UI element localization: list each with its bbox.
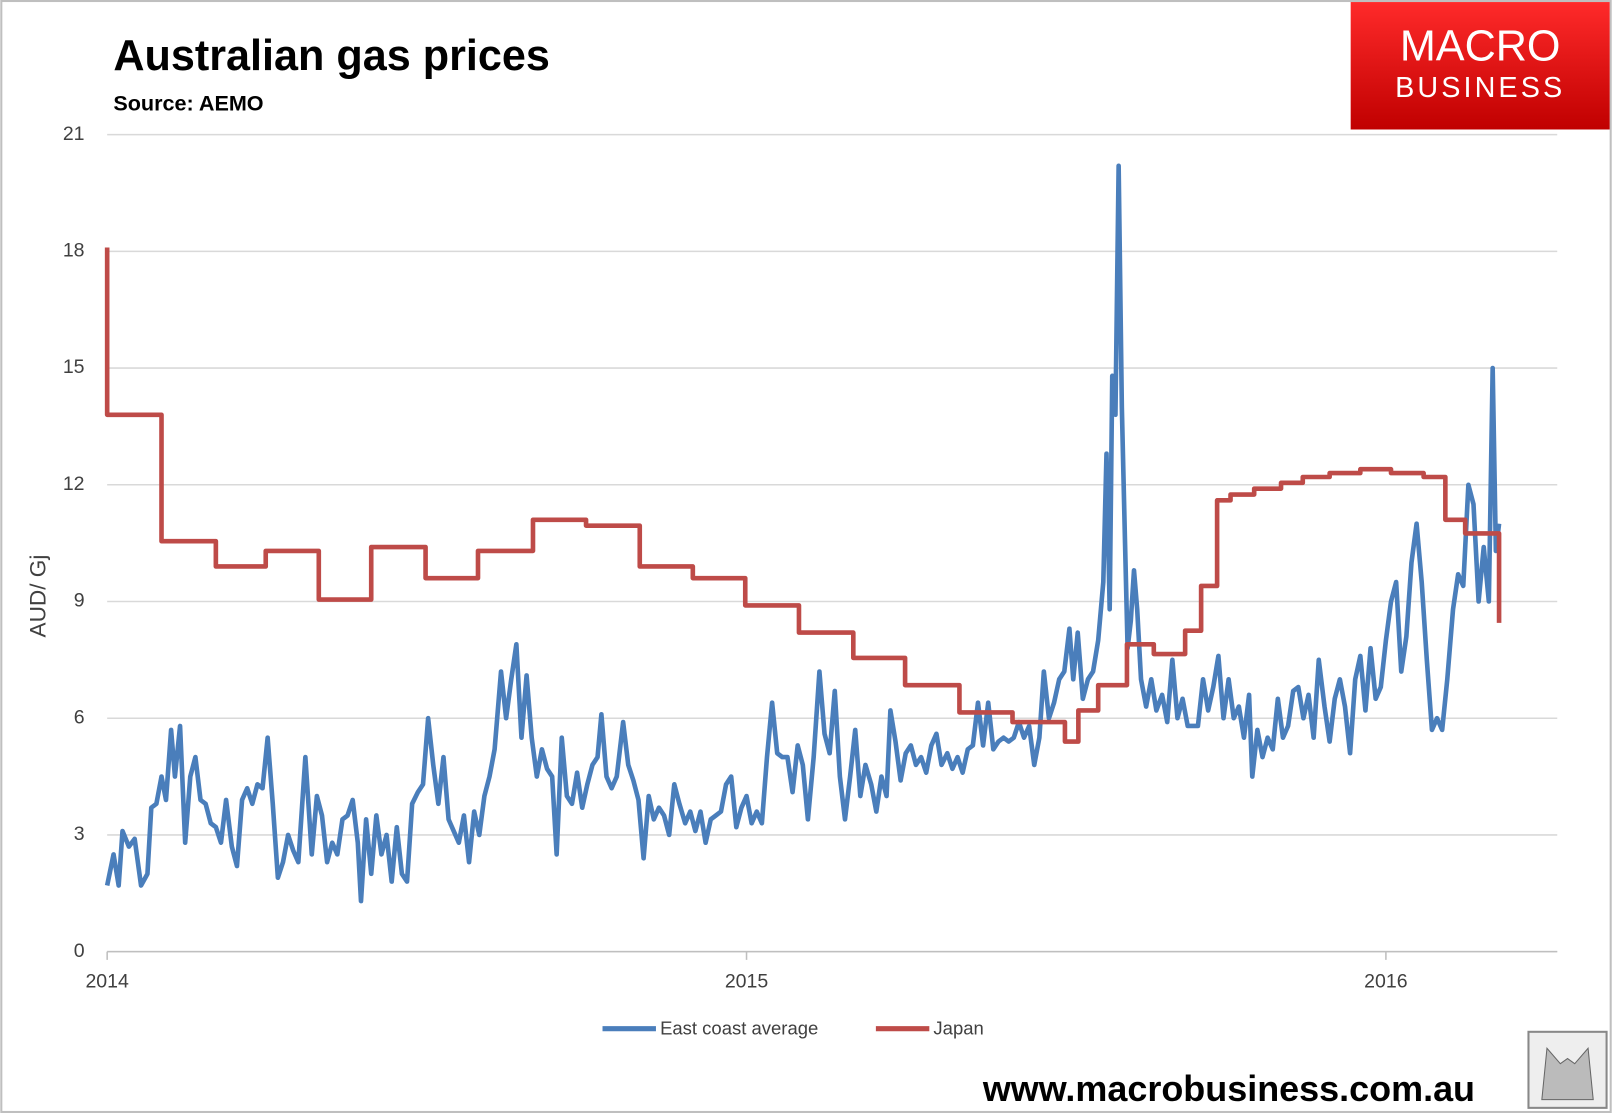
legend-label: Japan [933, 1018, 983, 1039]
y-tick-label: 3 [74, 823, 85, 845]
footer-url: www.macrobusiness.com.au [982, 1068, 1475, 1109]
y-tick-label: 12 [63, 473, 85, 495]
y-tick-label: 21 [63, 123, 85, 145]
y-tick-label: 6 [74, 706, 85, 728]
y-axis-label: AUD/ Gj [25, 555, 50, 638]
y-tick-label: 0 [74, 940, 85, 962]
logo-text: BUSINESS [1395, 72, 1565, 104]
logo-box [1350, 2, 1610, 130]
logo-text: MACRO [1400, 23, 1561, 71]
chart-subtitle: Source: AEMO [113, 91, 263, 116]
wolf-icon [1527, 1030, 1608, 1109]
y-tick-label: 9 [74, 590, 85, 612]
x-tick-label: 2015 [725, 971, 769, 993]
legend-label: East coast average [660, 1018, 818, 1039]
icon-shape [1541, 1047, 1594, 1101]
x-tick-label: 2014 [85, 971, 129, 993]
series-line [104, 247, 1502, 744]
series-line [104, 163, 1502, 904]
x-tick-label: 2016 [1364, 971, 1407, 993]
y-tick-label: 18 [63, 240, 85, 262]
y-tick-label: 15 [63, 356, 85, 378]
chart-title: Australian gas prices [113, 32, 550, 80]
